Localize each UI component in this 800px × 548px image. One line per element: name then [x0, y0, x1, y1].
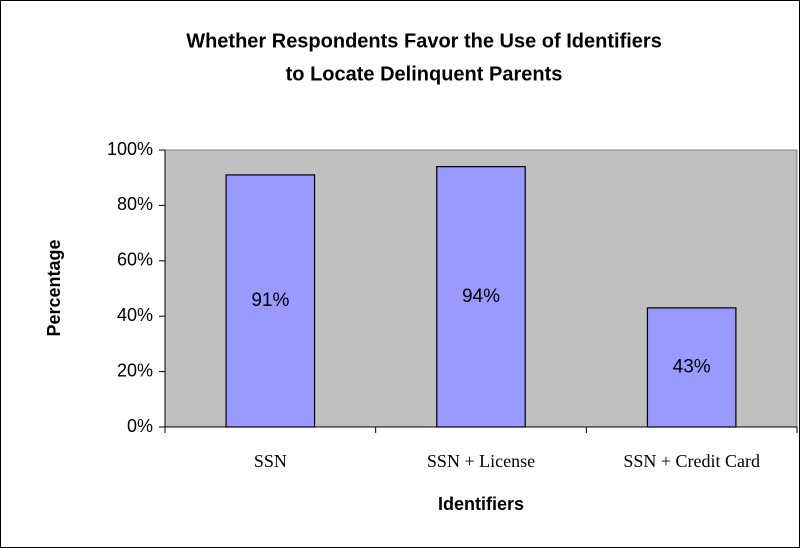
chart-title: to Locate Delinquent Parents: [286, 63, 563, 85]
bar: [646, 307, 737, 428]
x-tick-label: SSN: [254, 451, 287, 471]
x-tick-label: SSN + License: [427, 451, 535, 471]
bar: [436, 166, 526, 428]
y-tick-label: 60%: [117, 250, 153, 270]
y-tick-label: 80%: [117, 194, 153, 214]
value-label: 94%: [462, 286, 500, 307]
x-tick-label: SSN + Credit Card: [623, 451, 760, 471]
y-axis-label: Percentage: [44, 239, 64, 336]
y-tick-label: 100%: [107, 139, 153, 159]
y-tick-label: 40%: [117, 305, 153, 325]
bar: [225, 174, 316, 428]
x-axis-label: Identifiers: [438, 494, 524, 514]
y-tick-label: 20%: [117, 360, 153, 380]
value-label: 43%: [673, 356, 711, 377]
chart-title: Whether Respondents Favor the Use of Ide…: [186, 30, 662, 52]
y-tick-label: 0%: [127, 416, 153, 436]
value-label: 91%: [251, 290, 289, 311]
